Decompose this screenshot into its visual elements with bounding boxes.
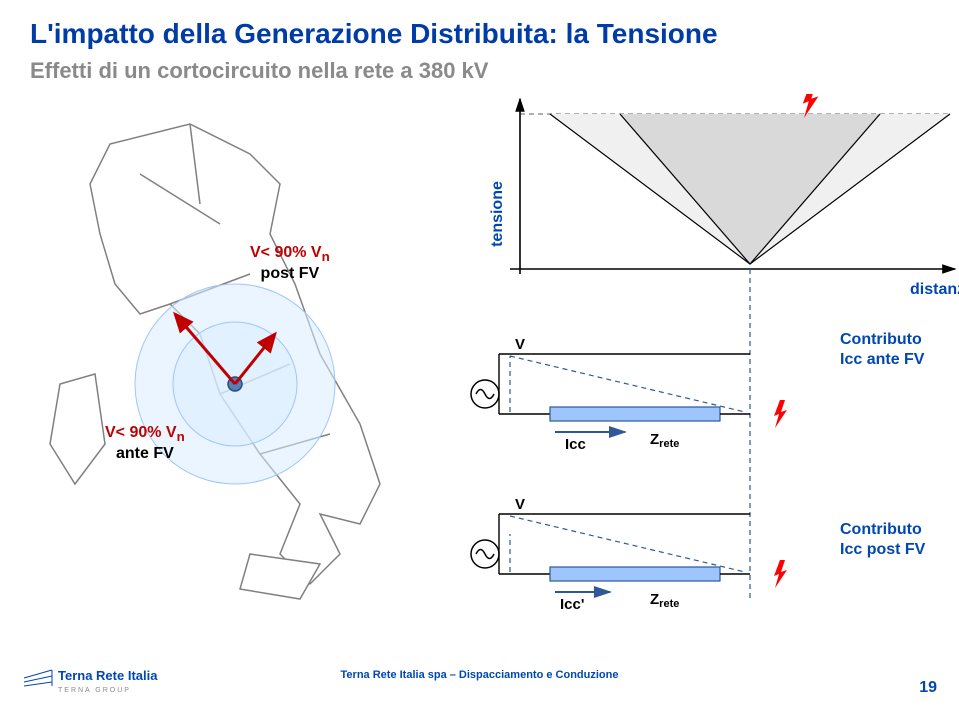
content-area: V< 90% Vn post FV V< 90% Vn ante FV <box>30 84 929 644</box>
logo-sub: TERNA GROUP <box>58 687 131 694</box>
footer: Terna Rete Italia TERNA GROUP Terna Rete… <box>0 669 959 703</box>
ante-V-label: V <box>515 336 525 353</box>
contributo-ante-line1: Contributo <box>840 331 922 348</box>
circuit-post: V Icc' Zrete <box>471 496 787 613</box>
logo-main: Terna Rete Italia <box>58 668 158 683</box>
ante-Icc-label: Icc <box>565 436 586 453</box>
slide: L'impatto della Generazione Distribuita:… <box>0 0 959 709</box>
terna-logo: Terna Rete Italia TERNA GROUP <box>22 664 172 703</box>
circuit-ante: V Icc Zrete <box>471 336 787 453</box>
contributo-ante-line2: Icc ante FV <box>840 351 925 368</box>
xlabel: distanza <box>910 281 959 298</box>
contributo-post-line2: Icc post FV <box>840 541 926 558</box>
slide-title: L'impatto della Generazione Distribuita:… <box>30 18 929 50</box>
chart-area: tensione distanza Contributo Icc ante FV <box>450 94 959 614</box>
ylabel: tensione <box>489 181 506 247</box>
post-V-label: V <box>515 496 525 513</box>
map-label-ante: V< 90% Vn ante FV <box>105 424 185 462</box>
map-label-post: V< 90% Vn post FV <box>250 244 330 282</box>
z-post <box>550 567 720 581</box>
italy-map-svg <box>20 84 450 604</box>
ante-Z-label: Zrete <box>650 431 679 450</box>
z-ante <box>550 407 720 421</box>
italy-map-area: V< 90% Vn post FV V< 90% Vn ante FV <box>20 84 450 604</box>
post-Z-label: Zrete <box>650 591 679 610</box>
slide-subtitle: Effetti di un cortocircuito nella rete a… <box>30 58 929 84</box>
chart-svg: tensione distanza Contributo Icc ante FV <box>450 94 959 614</box>
page-number: 19 <box>919 679 937 697</box>
contributo-post-line1: Contributo <box>840 521 922 538</box>
post-Icc-label: Icc' <box>560 596 584 613</box>
